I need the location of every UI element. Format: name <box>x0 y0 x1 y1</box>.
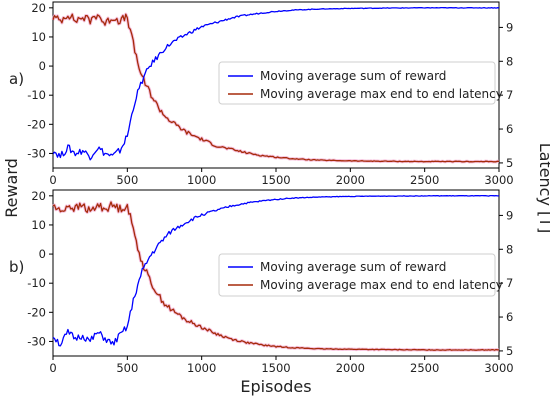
y2-tick-label: 8 <box>506 54 513 68</box>
y-tick-label: 10 <box>31 218 46 232</box>
panel-a-y2-ticks: 9 8 7 6 5 <box>499 20 513 170</box>
panel-a-legend-label-latency: Moving average max end to end latency <box>260 87 503 101</box>
y-tick-label: 10 <box>31 30 46 44</box>
y2-tick-label: 6 <box>506 122 513 136</box>
y-tick-label: -10 <box>27 276 46 290</box>
y-tick-label: 20 <box>31 189 46 203</box>
x-tick-label: 1500 <box>261 361 290 375</box>
panel-a-y-ticks: 20 10 0 -10 -20 -30 <box>27 1 53 160</box>
panel-b-x-ticks: 0 500 1000 1500 2000 2500 3000 <box>49 356 514 375</box>
y-tick-label: -30 <box>27 334 46 348</box>
x-tick-label: 2500 <box>410 361 439 375</box>
x-tick-label: 500 <box>116 361 138 375</box>
y2-tick-label: 8 <box>506 242 513 256</box>
x-tick-label: 500 <box>116 173 138 187</box>
panel-a-series <box>51 6 500 164</box>
y2-axis-title: Latency [T] <box>536 143 550 234</box>
x-tick-label: 1000 <box>187 173 216 187</box>
x-tick-label: 2000 <box>336 173 365 187</box>
panel-a-label: a) <box>9 70 24 88</box>
y-axis-title: Reward <box>2 158 21 218</box>
panel-b-series <box>52 194 500 352</box>
panel-b-legend-label-reward: Moving average sum of reward <box>260 260 446 274</box>
x-tick-label: 2500 <box>410 173 439 187</box>
y2-tick-label: 7 <box>506 88 513 102</box>
y2-tick-label: 9 <box>506 20 513 34</box>
y-tick-label: -20 <box>27 117 46 131</box>
series-reward-line <box>52 6 500 161</box>
panel-a-x-ticks: 0 500 1000 1500 2000 2500 3000 <box>49 168 514 187</box>
x-tick-label: 2000 <box>336 361 365 375</box>
y2-tick-label: 5 <box>506 156 513 170</box>
panel-b-legend: Moving average sum of reward Moving aver… <box>218 253 503 297</box>
panel-b-legend-label-latency: Moving average max end to end latency <box>260 278 503 292</box>
panel-a: 0 500 1000 1500 2000 2500 3000 20100-10-20-30 … <box>9 1 514 187</box>
x-tick-label: 3000 <box>484 361 513 375</box>
panel-b-y2-ticks: 9 8 7 6 5 <box>499 208 513 358</box>
y-tick-label: -30 <box>27 146 46 160</box>
x-tick-label: 0 <box>49 361 56 375</box>
y2-tick-label: 5 <box>506 344 513 358</box>
panel-b: 0 500 1000 1500 2000 2500 3000 20100-10-20-30 … <box>9 189 514 375</box>
x-tick-label: 0 <box>49 173 56 187</box>
y-tick-label: 20 <box>31 1 46 15</box>
x-axis-title: Episodes <box>240 377 311 396</box>
y-tick-label: -10 <box>27 88 46 102</box>
y2-tick-label: 7 <box>506 276 513 290</box>
panel-b-legend-box <box>218 253 496 297</box>
series-reward-line <box>52 194 499 347</box>
series-latency-line <box>52 13 499 163</box>
y-tick-label: -20 <box>27 305 46 319</box>
series-latency-line <box>52 201 500 351</box>
x-tick-label: 1000 <box>187 361 216 375</box>
y-tick-label: 0 <box>39 59 46 73</box>
y2-tick-label: 6 <box>506 310 513 324</box>
panel-a-legend-label-reward: Moving average sum of reward <box>260 69 446 83</box>
x-tick-label: 1500 <box>261 173 290 187</box>
panel-a-legend-box <box>218 61 496 105</box>
panel-b-label: b) <box>9 258 24 276</box>
y-tick-label: 0 <box>39 247 46 261</box>
y2-tick-label: 9 <box>506 208 513 222</box>
x-tick-label: 3000 <box>484 173 513 187</box>
panel-a-legend: Moving average sum of reward Moving aver… <box>218 61 503 105</box>
panel-b-y-ticks: 20 10 0 -10 -20 -30 <box>27 189 53 348</box>
